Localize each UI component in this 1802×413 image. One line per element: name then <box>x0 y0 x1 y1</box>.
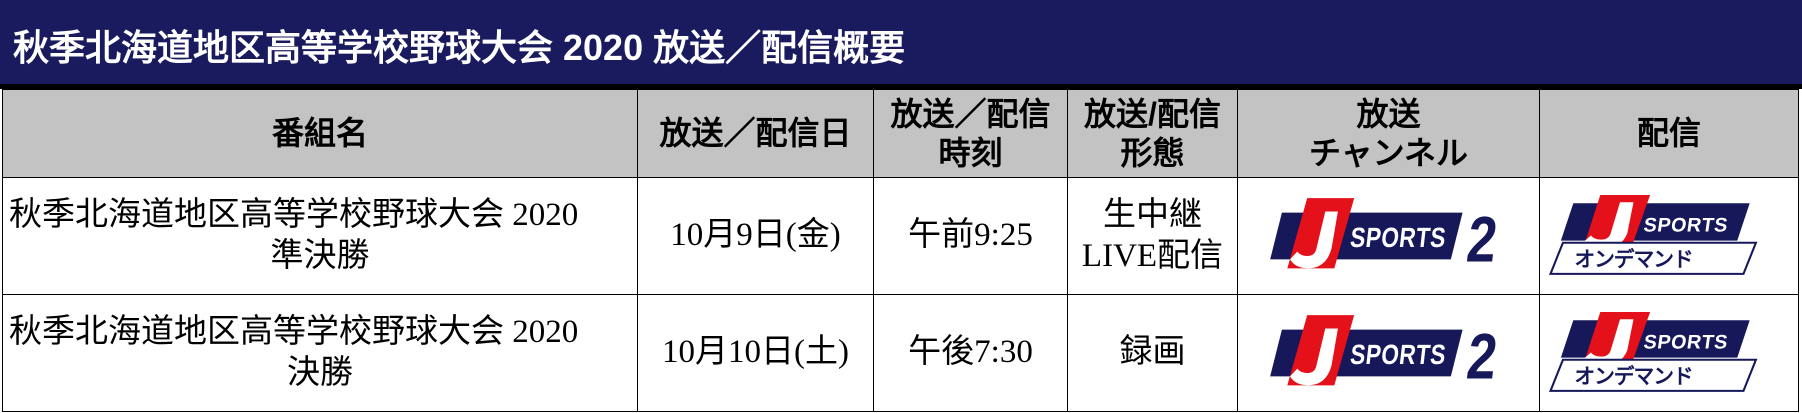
svg-text:オンデマンド: オンデマンド <box>1574 247 1692 271</box>
svg-text:SPORTS: SPORTS <box>1349 340 1448 371</box>
svg-text:オンデマンド: オンデマンド <box>1574 364 1692 388</box>
svg-text:SPORTS: SPORTS <box>1642 331 1729 353</box>
svg-text:2: 2 <box>1464 204 1501 275</box>
svg-text:2: 2 <box>1464 321 1501 392</box>
svg-text:SPORTS: SPORTS <box>1642 214 1729 236</box>
svg-text:SPORTS: SPORTS <box>1349 223 1448 254</box>
